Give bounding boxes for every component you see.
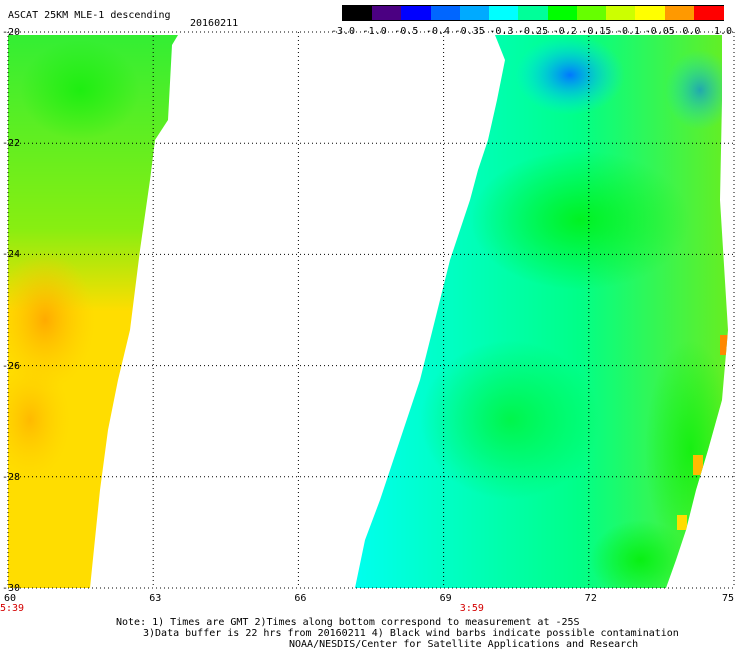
note-line-2: 3)Data buffer is 22 hrs from 20160211 4)… — [143, 628, 679, 639]
note-line-3: NOAA/NESDIS/Center for Satellite Applica… — [289, 639, 639, 650]
color-scale-label: -0.35 — [454, 26, 485, 37]
latitude-label: -28 — [2, 471, 21, 483]
color-scale-segment — [489, 6, 520, 20]
color-scale-segment — [401, 6, 432, 20]
color-scale-segment — [372, 6, 403, 20]
left-swath — [8, 35, 178, 588]
color-scale-label: -1.0 — [362, 26, 387, 37]
longitude-label: 60 — [4, 593, 17, 604]
longitude-label: 72 — [584, 593, 597, 604]
latitude-label: -22 — [2, 138, 21, 150]
lat-lon-grid — [7, 31, 735, 589]
product-date: 20160211 — [190, 18, 239, 29]
color-scale-label: 0.0 — [682, 26, 701, 37]
color-scale-segment — [635, 6, 666, 20]
color-scale-label: -0.3 — [489, 26, 514, 37]
color-scale-label: -0.25 — [518, 26, 549, 37]
color-scale-segment — [576, 6, 608, 20]
color-scale-segment — [606, 6, 637, 20]
color-scale-label: -3.0 — [331, 26, 356, 37]
longitude-label: 75 — [722, 593, 735, 604]
latitude-label: -26 — [2, 360, 21, 372]
color-scale-segment — [430, 6, 461, 20]
latitude-label: -20 — [2, 27, 21, 38]
note-line-1: Note: 1) Times are GMT 2)Times along bot… — [116, 617, 580, 628]
latitude-label: -24 — [2, 249, 21, 261]
longitude-label: 66 — [294, 593, 307, 604]
longitude-label: 69 — [439, 593, 452, 604]
color-scale-segment — [343, 6, 374, 20]
longitude-label: 63 — [149, 593, 162, 604]
color-scale-segment — [664, 6, 695, 20]
color-scale-label: -0.4 — [426, 26, 451, 37]
color-scale-segment — [459, 6, 491, 20]
color-scale-label: -0.05 — [644, 26, 675, 37]
latitude-label: -30 — [2, 583, 21, 594]
product-title: ASCAT 25KM MLE-1 descending — [8, 10, 171, 21]
color-scale-label: 1.0 — [714, 26, 733, 37]
color-scale-label: -0.5 — [394, 26, 419, 37]
pass-time-label: 3:59 — [459, 603, 484, 614]
color-scale-segment — [547, 6, 578, 20]
color-scale-bar — [342, 5, 724, 21]
pass-time-label: 5:39 — [0, 603, 25, 614]
color-scale-segment — [693, 6, 724, 20]
right-swath — [355, 35, 728, 588]
color-scale-segment — [518, 6, 549, 20]
